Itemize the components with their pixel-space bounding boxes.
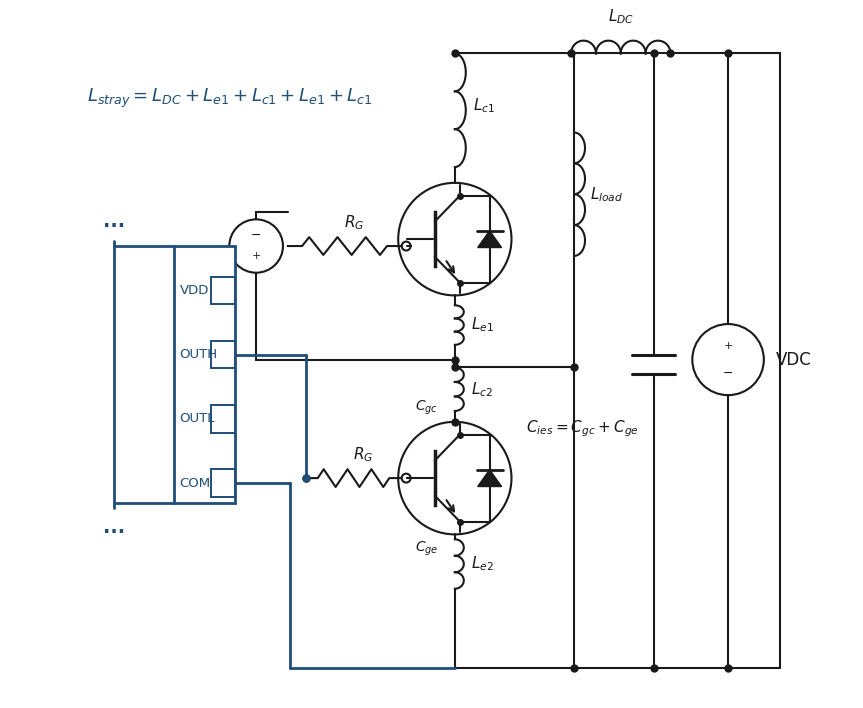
FancyBboxPatch shape — [211, 277, 236, 304]
Text: ...: ... — [103, 518, 125, 537]
FancyBboxPatch shape — [211, 469, 236, 497]
Text: $L_{stray}=L_{DC}+L_{e1}+L_{c1}+L_{e1}+L_{c1}$: $L_{stray}=L_{DC}+L_{e1}+L_{c1}+L_{e1}+L… — [87, 86, 373, 110]
FancyBboxPatch shape — [211, 341, 236, 368]
Text: VDD: VDD — [180, 284, 209, 297]
Text: −: − — [251, 229, 261, 242]
Text: $L_{e2}$: $L_{e2}$ — [470, 554, 494, 573]
Text: $C_{ge}$: $C_{ge}$ — [415, 539, 438, 558]
Text: $L_{DC}$: $L_{DC}$ — [608, 7, 633, 25]
Text: $R_G$: $R_G$ — [344, 214, 365, 232]
Polygon shape — [478, 231, 501, 248]
Text: $L_{c2}$: $L_{c2}$ — [470, 380, 493, 399]
Text: +: + — [723, 341, 733, 351]
Text: +: + — [251, 251, 261, 261]
Polygon shape — [478, 469, 501, 486]
Text: OUTH: OUTH — [180, 348, 217, 361]
Text: $L_{e1}$: $L_{e1}$ — [470, 316, 494, 334]
Text: COM: COM — [180, 476, 211, 489]
Text: VDC: VDC — [776, 350, 811, 369]
FancyBboxPatch shape — [173, 246, 236, 503]
FancyBboxPatch shape — [211, 405, 236, 433]
Text: ...: ... — [103, 212, 125, 231]
Text: $C_{gc}$: $C_{gc}$ — [415, 399, 438, 417]
Text: $L_{load}$: $L_{load}$ — [590, 185, 623, 203]
Text: −: − — [723, 367, 734, 379]
Text: $L_{c1}$: $L_{c1}$ — [473, 96, 494, 115]
Text: $R_G$: $R_G$ — [353, 445, 374, 464]
Text: $C_{ies}=C_{gc}+C_{ge}$: $C_{ies}=C_{gc}+C_{ge}$ — [526, 418, 639, 439]
Text: OUTL: OUTL — [180, 412, 215, 426]
